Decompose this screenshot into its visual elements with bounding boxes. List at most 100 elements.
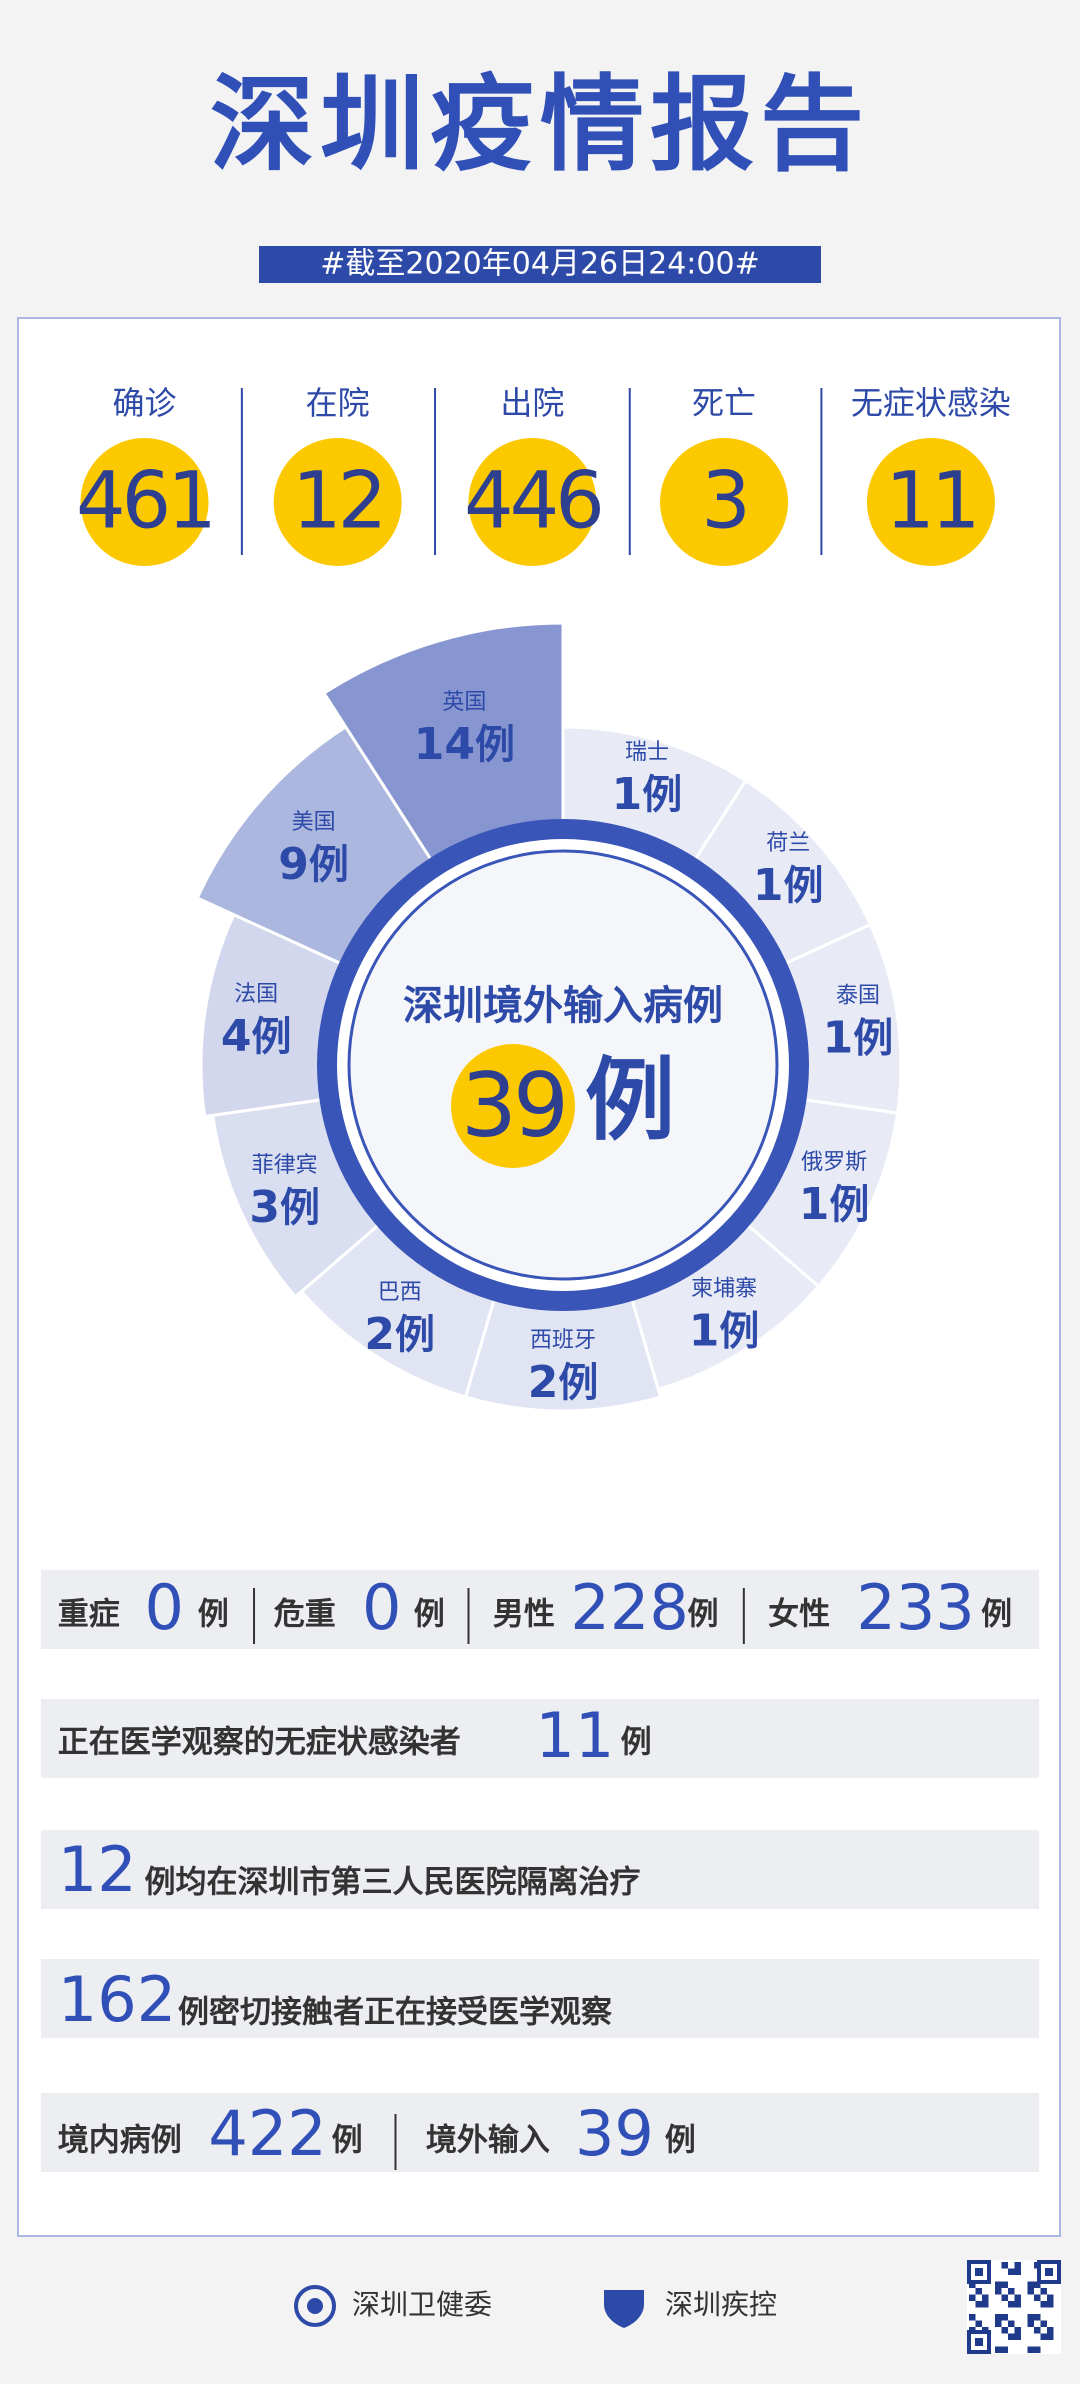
qr-cell <box>969 2281 976 2288</box>
qr-cell <box>1001 2346 1008 2353</box>
country-name: 菲律宾 <box>252 1153 318 1178</box>
stat-value: 461 <box>76 456 213 546</box>
qr-finder-core <box>1045 2268 1053 2276</box>
row-number: 233 <box>856 1571 974 1644</box>
qr-cell <box>1047 2333 1054 2340</box>
stat-badge <box>660 438 789 566</box>
country-value: 1例 <box>612 769 683 820</box>
country-number: 1 <box>823 1013 854 1064</box>
qr-cell <box>1008 2301 1015 2308</box>
qr-cell <box>995 2320 1002 2327</box>
qr-cell <box>969 2314 976 2321</box>
stat-badge <box>273 438 402 566</box>
country-unit: 例 <box>558 1360 598 1406</box>
stat-label: 死亡 <box>692 384 756 422</box>
row-label: 例 <box>665 2123 696 2159</box>
row-number: 39 <box>575 2097 654 2170</box>
qr-finder-core <box>975 2338 983 2346</box>
qr-cell <box>1008 2288 1015 2295</box>
row-number: 11 <box>535 1699 614 1772</box>
qr-cell <box>1008 2268 1015 2275</box>
row-number: 162 <box>58 1963 176 2036</box>
country-number: 1 <box>689 1306 720 1357</box>
qr-cell <box>1027 2320 1034 2327</box>
row-label: 正在医学观察的无症状感染者 <box>58 1725 461 1761</box>
title: 深圳疫情报告 <box>210 63 870 185</box>
country-value: 1例 <box>823 1013 894 1064</box>
qr-cell <box>1014 2333 1021 2340</box>
country-number: 1 <box>799 1179 830 1230</box>
stat-label: 出院 <box>500 384 564 422</box>
country-name: 瑞士 <box>625 740 669 765</box>
country-value: 9例 <box>278 839 349 890</box>
country-value: 2例 <box>528 1357 599 1408</box>
qr-cell <box>1008 2320 1015 2327</box>
qr-cell <box>995 2281 1002 2288</box>
country-unit: 例 <box>280 1185 320 1231</box>
country-name: 俄罗斯 <box>801 1150 867 1175</box>
row-number: 12 <box>58 1833 137 1906</box>
qr-cell <box>1027 2346 1034 2353</box>
qr-cell <box>1014 2327 1021 2334</box>
stat-value: 12 <box>292 456 383 546</box>
qr-cell <box>995 2314 1002 2321</box>
country-unit: 例 <box>475 722 515 768</box>
country-value: 1例 <box>799 1179 870 1230</box>
row-band <box>41 1830 1039 1909</box>
country-value: 1例 <box>753 860 824 911</box>
country-unit: 例 <box>784 863 824 909</box>
country-unit: 例 <box>251 1014 291 1060</box>
row-label: 例密切接触者正在接受医学观察 <box>178 1995 613 2031</box>
row-label: 例 <box>198 1597 229 1633</box>
stat-label: 无症状感染 <box>851 384 1011 422</box>
country-number: 3 <box>249 1182 280 1233</box>
qr-cell <box>975 2301 982 2308</box>
qr-cell <box>1001 2294 1008 2301</box>
stat-value: 11 <box>885 456 976 546</box>
qr-cell <box>1014 2294 1021 2301</box>
row-band <box>41 1570 1039 1649</box>
country-number: 1 <box>612 769 643 820</box>
center-inner <box>347 849 779 1281</box>
qr-cell <box>1034 2314 1041 2321</box>
stat-value: 3 <box>701 456 747 546</box>
org2-logo <box>604 2290 644 2328</box>
stat-badge <box>866 438 995 566</box>
row-label: 例 <box>688 1597 719 1633</box>
country-name: 荷兰 <box>766 831 810 856</box>
country-name: 西班牙 <box>530 1328 596 1353</box>
row-label: 重症 <box>58 1597 120 1633</box>
country-unit: 例 <box>309 842 349 888</box>
country-value: 14例 <box>414 719 515 770</box>
date-tag: #截至2020年04月26日24:00# <box>320 247 759 282</box>
country-name: 美国 <box>292 810 336 835</box>
row-label: 例 <box>621 1725 652 1761</box>
qr-cell <box>1040 2333 1047 2340</box>
qr-cell <box>1034 2294 1041 2301</box>
center-title: 深圳境外输入病例 <box>403 983 723 1029</box>
country-unit: 例 <box>642 772 682 818</box>
qr-cell <box>1047 2301 1054 2308</box>
row-band <box>41 1699 1039 1778</box>
country-name: 法国 <box>234 982 278 1007</box>
row-label: 境内病例 <box>58 2123 182 2159</box>
qr-cell <box>975 2288 982 2295</box>
country-value: 4例 <box>221 1011 292 1062</box>
stat-badge <box>468 438 597 566</box>
qr-cell <box>1040 2288 1047 2295</box>
qr-cell <box>969 2294 976 2301</box>
total-value: 39 <box>461 1054 565 1157</box>
country-name: 泰国 <box>836 984 880 1009</box>
country-value: 2例 <box>364 1309 435 1360</box>
qr-cell <box>995 2288 1002 2295</box>
country-number: 2 <box>528 1357 559 1408</box>
row-label: 例 <box>981 1597 1012 1633</box>
qr-cell <box>1047 2294 1054 2301</box>
qr-cell <box>1008 2333 1015 2340</box>
row-label: 危重 <box>274 1597 336 1633</box>
qr-cell <box>1014 2268 1021 2275</box>
qr-cell <box>1001 2327 1008 2334</box>
qr-cell <box>1014 2262 1021 2269</box>
